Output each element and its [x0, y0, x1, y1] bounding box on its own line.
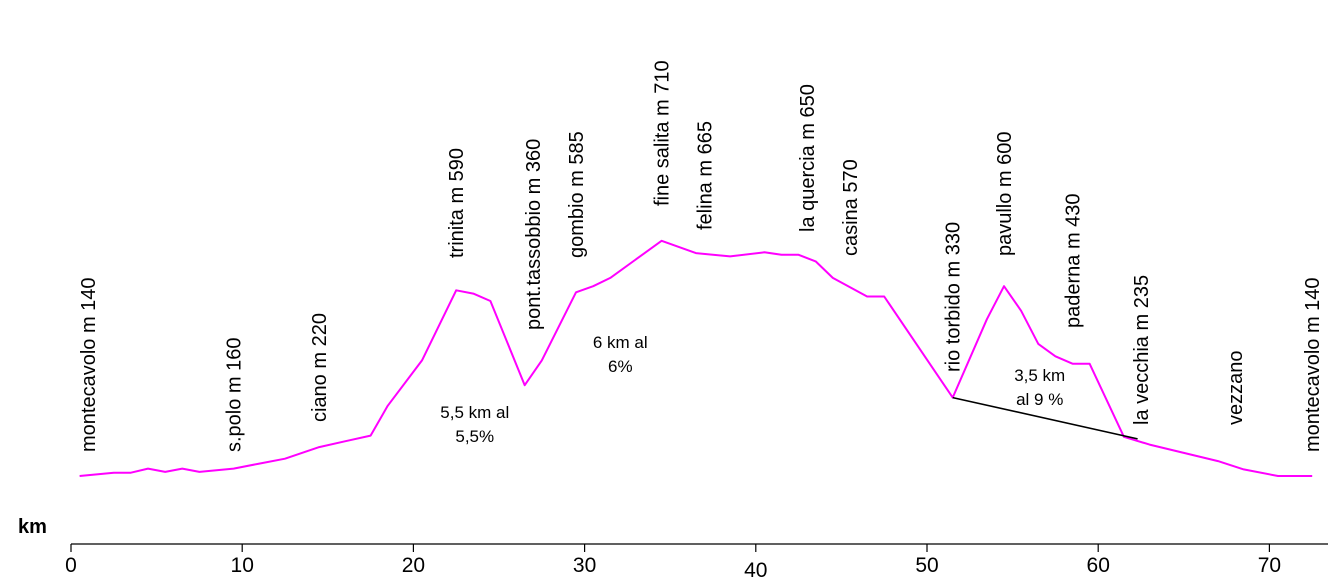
gradient-annotation: 6 km al	[593, 333, 648, 352]
place-label: montecavolo m 140	[1302, 277, 1324, 452]
gradient-reference-line	[952, 396, 1138, 440]
x-tick-label: 40	[744, 559, 767, 580]
x-tick-label: 0	[65, 554, 77, 577]
x-axis: km 0 10 20 30 40 50 60 70	[18, 516, 1328, 580]
place-label: gombio m 585	[566, 131, 588, 258]
annotations: 5,5 km al 5,5% 6 km al 6% 3,5 km al 9 %	[440, 333, 1065, 446]
x-tick-label: 20	[402, 554, 425, 577]
place-label: casina 570	[840, 159, 862, 256]
gradient-annotation: 5,5%	[455, 427, 494, 446]
plot-area	[79, 239, 1313, 477]
elevation-series-line	[79, 239, 1313, 477]
gradient-annotation: 5,5 km al	[440, 403, 509, 422]
x-unit-label: km	[18, 516, 47, 538]
x-tick-label: 30	[573, 554, 596, 577]
x-tick-label: 60	[1087, 554, 1110, 577]
x-tick-label: 50	[915, 554, 938, 577]
place-label: pavullo m 600	[994, 131, 1016, 256]
place-label: s.polo m 160	[224, 337, 246, 452]
x-tick-label: 10	[231, 554, 254, 577]
place-label: ciano m 220	[309, 313, 331, 422]
gradient-annotation: al 9 %	[1016, 390, 1063, 409]
place-label: rio torbido m 330	[943, 222, 965, 372]
place-label: paderna m 430	[1063, 193, 1085, 328]
place-label: fine salita m 710	[652, 60, 674, 206]
place-label: montecavolo m 140	[78, 277, 100, 452]
place-labels: montecavolo m 140 s.polo m 160 ciano m 220…	[78, 60, 1324, 452]
place-label: trinita m 590	[446, 148, 468, 258]
place-label: la quercia m 650	[797, 84, 819, 232]
place-label: vezzano	[1225, 351, 1247, 426]
place-label: pont.tassobbio m 360	[523, 139, 545, 330]
place-label: felina m 665	[694, 121, 716, 230]
place-label: la vecchia m 235	[1131, 275, 1153, 425]
x-tick-label: 70	[1258, 554, 1281, 577]
gradient-annotation: 3,5 km	[1014, 366, 1065, 385]
gradient-annotation: 6%	[608, 357, 633, 376]
